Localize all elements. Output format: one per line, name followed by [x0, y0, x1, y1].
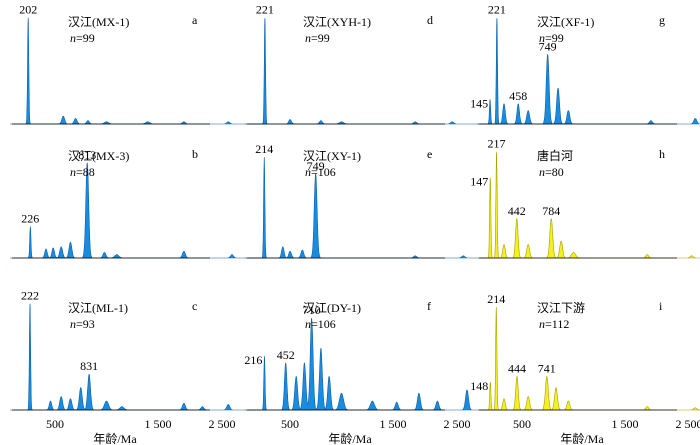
tick-label-c-0: 500 — [46, 417, 64, 431]
sample-name-h: 唐白河 — [537, 148, 573, 163]
panel-g: 145 221 458 749 汉江(XF-1) n=99 g — [470, 3, 700, 125]
peak-label-g-3: 458 — [509, 89, 527, 103]
density-area-g — [477, 18, 700, 125]
peak-label-g-1: 221 — [488, 3, 506, 17]
tick-label-i-2: 2 500 — [676, 417, 700, 431]
tick-label-c-2: 2 500 — [209, 417, 236, 431]
panel-letter-h: h — [659, 147, 665, 161]
peak-label-e-4: 749 — [307, 159, 325, 173]
peak-label-b-5: 813 — [78, 148, 96, 162]
panel-d: 221 汉江(XYH-1) n=99 d — [245, 3, 501, 125]
x-axis-label-i: 年龄/Ma — [560, 432, 604, 445]
panel-letter-b: b — [192, 147, 198, 161]
sample-n-b: n=88 — [70, 165, 95, 179]
tick-label-f-2: 2 500 — [444, 417, 471, 431]
sample-name-c: 汉江(ML-1) — [68, 301, 128, 315]
peak-label-e-0: 214 — [255, 142, 273, 156]
panel-letter-i: i — [659, 299, 663, 313]
density-area-f — [245, 318, 501, 411]
tick-label-i-1: 1 500 — [612, 417, 639, 431]
peak-label-g-5: 749 — [539, 40, 557, 54]
sample-name-d: 汉江(XYH-1) — [303, 15, 371, 29]
sample-name-f: 汉江(DY-1) — [303, 301, 361, 315]
panel-letter-d: d — [427, 13, 433, 27]
peak-label-h-3: 442 — [508, 204, 526, 218]
peak-label-a-0: 202 — [19, 3, 37, 17]
sample-name-b: 汉江(MX-3) — [68, 149, 129, 163]
panel-letter-c: c — [192, 299, 197, 313]
peak-label-h-5: 784 — [542, 204, 560, 218]
sample-name-e: 汉江(XY-1) — [303, 149, 361, 163]
peak-label-f-1: 452 — [277, 348, 295, 362]
peak-label-i-5: 741 — [538, 361, 556, 375]
panel-letter-g: g — [659, 13, 665, 27]
panel-i: 148 214 444 741 汉江下游 n=112 i 500 1 500 2 500 年龄/Ma — [470, 292, 700, 445]
tick-label-f-1: 1 500 — [380, 417, 407, 431]
peak-label-g-0: 145 — [470, 96, 488, 110]
sample-name-a: 汉江(MX-1) — [68, 15, 129, 29]
panel-a: 202 汉江(MX-1) n=99 a — [10, 3, 266, 125]
density-area-d — [245, 18, 501, 125]
x-axis-label-c: 年龄/Ma — [93, 432, 137, 445]
sample-name-i: 汉江下游 — [537, 301, 585, 315]
peak-label-f-0: 216 — [244, 353, 262, 367]
density-area-a — [10, 17, 266, 125]
peak-label-h-1: 217 — [488, 137, 506, 151]
density-area-e — [245, 157, 501, 259]
peak-label-c-0: 222 — [21, 289, 39, 303]
density-area-b — [10, 162, 266, 259]
sample-n-d: n=99 — [305, 31, 330, 45]
sample-n-c: n=93 — [70, 317, 95, 331]
tick-label-i-0: 500 — [513, 417, 531, 431]
sample-name-g: 汉江(XF-1) — [537, 15, 594, 29]
sample-n-h: n=80 — [539, 165, 564, 179]
density-area-c — [10, 303, 266, 411]
x-axis-label-f: 年龄/Ma — [328, 432, 372, 445]
peak-label-c-5: 831 — [80, 359, 98, 373]
panel-letter-f: f — [427, 299, 431, 313]
peak-label-i-3: 444 — [508, 361, 526, 375]
density-area-i — [477, 306, 700, 411]
sample-n-g: n=99 — [539, 31, 564, 45]
tick-label-f-0: 500 — [281, 417, 299, 431]
sample-n-e: n=106 — [305, 165, 336, 179]
peak-label-h-0: 147 — [470, 174, 488, 188]
peak-label-f-4: 710 — [303, 303, 321, 317]
tick-label-c-1: 1 500 — [145, 417, 172, 431]
peak-label-b-0: 226 — [21, 212, 39, 226]
panel-h: 147 217 442 784 唐白河 n=80 h — [470, 137, 700, 259]
sample-n-i: n=112 — [539, 317, 569, 331]
peak-label-i-1: 214 — [487, 292, 505, 306]
panel-letter-a: a — [192, 13, 198, 27]
sample-n-f: n=106 — [305, 317, 336, 331]
peak-label-d-0: 221 — [256, 3, 274, 17]
panel-letter-e: e — [427, 147, 432, 161]
panel-c: 222 831 汉江(ML-1) n=93 c 500 1 500 2 500 年龄/Ma — [10, 289, 266, 445]
sample-n-a: n=99 — [70, 31, 95, 45]
peak-label-i-0: 148 — [470, 379, 488, 393]
